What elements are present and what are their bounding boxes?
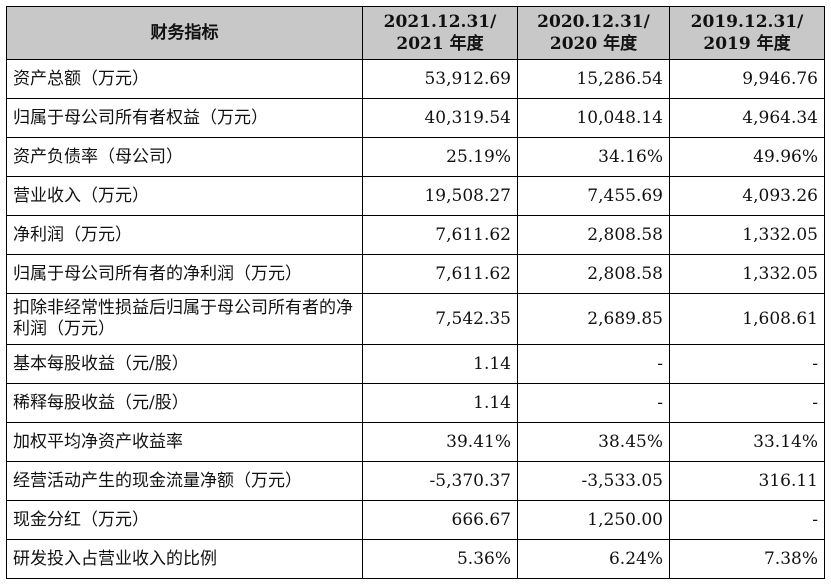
header-period-date: 2020.12.31/	[537, 12, 650, 32]
row-label: 加权平均净资产收益率	[6, 422, 363, 462]
value-2021: -5,370.37	[362, 461, 518, 501]
header-period-year: 2021 年度	[396, 34, 484, 54]
row-label: 研发投入占营业收入的比例	[6, 539, 363, 579]
table-row: 研发投入占营业收入的比例 5.36% 6.24% 7.38%	[6, 539, 825, 579]
header-period-2020: 2020.12.31/ 2020 年度	[517, 6, 670, 60]
value-2020: 2,808.58	[517, 254, 670, 294]
value-2021: 53,912.69	[362, 59, 518, 99]
value-2021: 39.41%	[362, 422, 518, 462]
row-label: 扣除非经常性损益后归属于母公司所有者的净利润（万元）	[6, 293, 363, 345]
value-2021: 19,508.27	[362, 176, 518, 216]
header-period-date: 2019.12.31/	[690, 12, 804, 32]
table-row: 经营活动产生的现金流量净额（万元） -5,370.37 -3,533.05 31…	[6, 461, 825, 501]
value-2021: 5.36%	[362, 539, 518, 579]
table-row: 加权平均净资产收益率 39.41% 38.45% 33.14%	[6, 422, 825, 462]
row-label: 归属于母公司所有者权益（万元）	[6, 98, 363, 138]
value-2019: 316.11	[669, 461, 825, 501]
value-2019: 4,093.26	[669, 176, 825, 216]
value-2019: -	[669, 344, 825, 384]
value-2020: 7,455.69	[517, 176, 670, 216]
value-2020: 2,808.58	[517, 215, 670, 255]
value-2020: 2,689.85	[517, 293, 670, 345]
value-2019: 33.14%	[669, 422, 825, 462]
row-label: 经营活动产生的现金流量净额（万元）	[6, 461, 363, 501]
table-row: 扣除非经常性损益后归属于母公司所有者的净利润（万元） 7,542.35 2,68…	[6, 293, 825, 345]
value-2021: 7,542.35	[362, 293, 518, 345]
value-2020: 34.16%	[517, 137, 670, 177]
value-2019: 7.38%	[669, 539, 825, 579]
row-label: 现金分红（万元）	[6, 500, 363, 540]
value-2021: 1.14	[362, 344, 518, 384]
value-2019: 9,946.76	[669, 59, 825, 99]
value-2019: -	[669, 500, 825, 540]
table-row: 现金分红（万元） 666.67 1,250.00 -	[6, 500, 825, 540]
value-2019: 4,964.34	[669, 98, 825, 138]
value-2021: 666.67	[362, 500, 518, 540]
table-row: 净利润（万元） 7,611.62 2,808.58 1,332.05	[6, 215, 825, 255]
value-2019: -	[669, 383, 825, 423]
table-row: 基本每股收益（元/股） 1.14 - -	[6, 344, 825, 384]
row-label: 基本每股收益（元/股）	[6, 344, 363, 384]
value-2020: 10,048.14	[517, 98, 670, 138]
value-2019: 49.96%	[669, 137, 825, 177]
header-label-cell: 财务指标	[6, 6, 363, 60]
header-period-2019: 2019.12.31/ 2019 年度	[669, 6, 825, 60]
table-row: 稀释每股收益（元/股） 1.14 - -	[6, 383, 825, 423]
header-period-year: 2019 年度	[703, 34, 791, 54]
value-2019: 1,608.61	[669, 293, 825, 345]
row-label: 营业收入（万元）	[6, 176, 363, 216]
financial-indicators-table: 财务指标 2021.12.31/ 2021 年度 2020.12.31/ 202…	[6, 6, 825, 579]
row-label: 净利润（万元）	[6, 215, 363, 255]
row-label: 归属于母公司所有者的净利润（万元）	[6, 254, 363, 294]
table-row: 归属于母公司所有者的净利润（万元） 7,611.62 2,808.58 1,33…	[6, 254, 825, 294]
row-label: 稀释每股收益（元/股）	[6, 383, 363, 423]
value-2021: 40,319.54	[362, 98, 518, 138]
header-period-year: 2020 年度	[549, 34, 638, 54]
value-2020: 1,250.00	[517, 500, 670, 540]
value-2020: -	[517, 344, 670, 384]
value-2021: 1.14	[362, 383, 518, 423]
table-header-row: 财务指标 2021.12.31/ 2021 年度 2020.12.31/ 202…	[6, 6, 825, 60]
value-2020: 15,286.54	[517, 59, 670, 99]
header-period-date: 2021.12.31/	[383, 12, 497, 32]
table-row: 归属于母公司所有者权益（万元） 40,319.54 10,048.14 4,96…	[6, 98, 825, 138]
table-row: 资产负债率（母公司） 25.19% 34.16% 49.96%	[6, 137, 825, 177]
value-2020: 6.24%	[517, 539, 670, 579]
value-2021: 7,611.62	[362, 215, 518, 255]
value-2020: -3,533.05	[517, 461, 670, 501]
value-2020: -	[517, 383, 670, 423]
value-2019: 1,332.05	[669, 254, 825, 294]
header-period-2021: 2021.12.31/ 2021 年度	[362, 6, 518, 60]
value-2020: 38.45%	[517, 422, 670, 462]
row-label: 资产负债率（母公司）	[6, 137, 363, 177]
value-2021: 25.19%	[362, 137, 518, 177]
row-label: 资产总额（万元）	[6, 59, 363, 99]
table-row: 营业收入（万元） 19,508.27 7,455.69 4,093.26	[6, 176, 825, 216]
value-2021: 7,611.62	[362, 254, 518, 294]
table-row: 资产总额（万元） 53,912.69 15,286.54 9,946.76	[6, 59, 825, 99]
value-2019: 1,332.05	[669, 215, 825, 255]
